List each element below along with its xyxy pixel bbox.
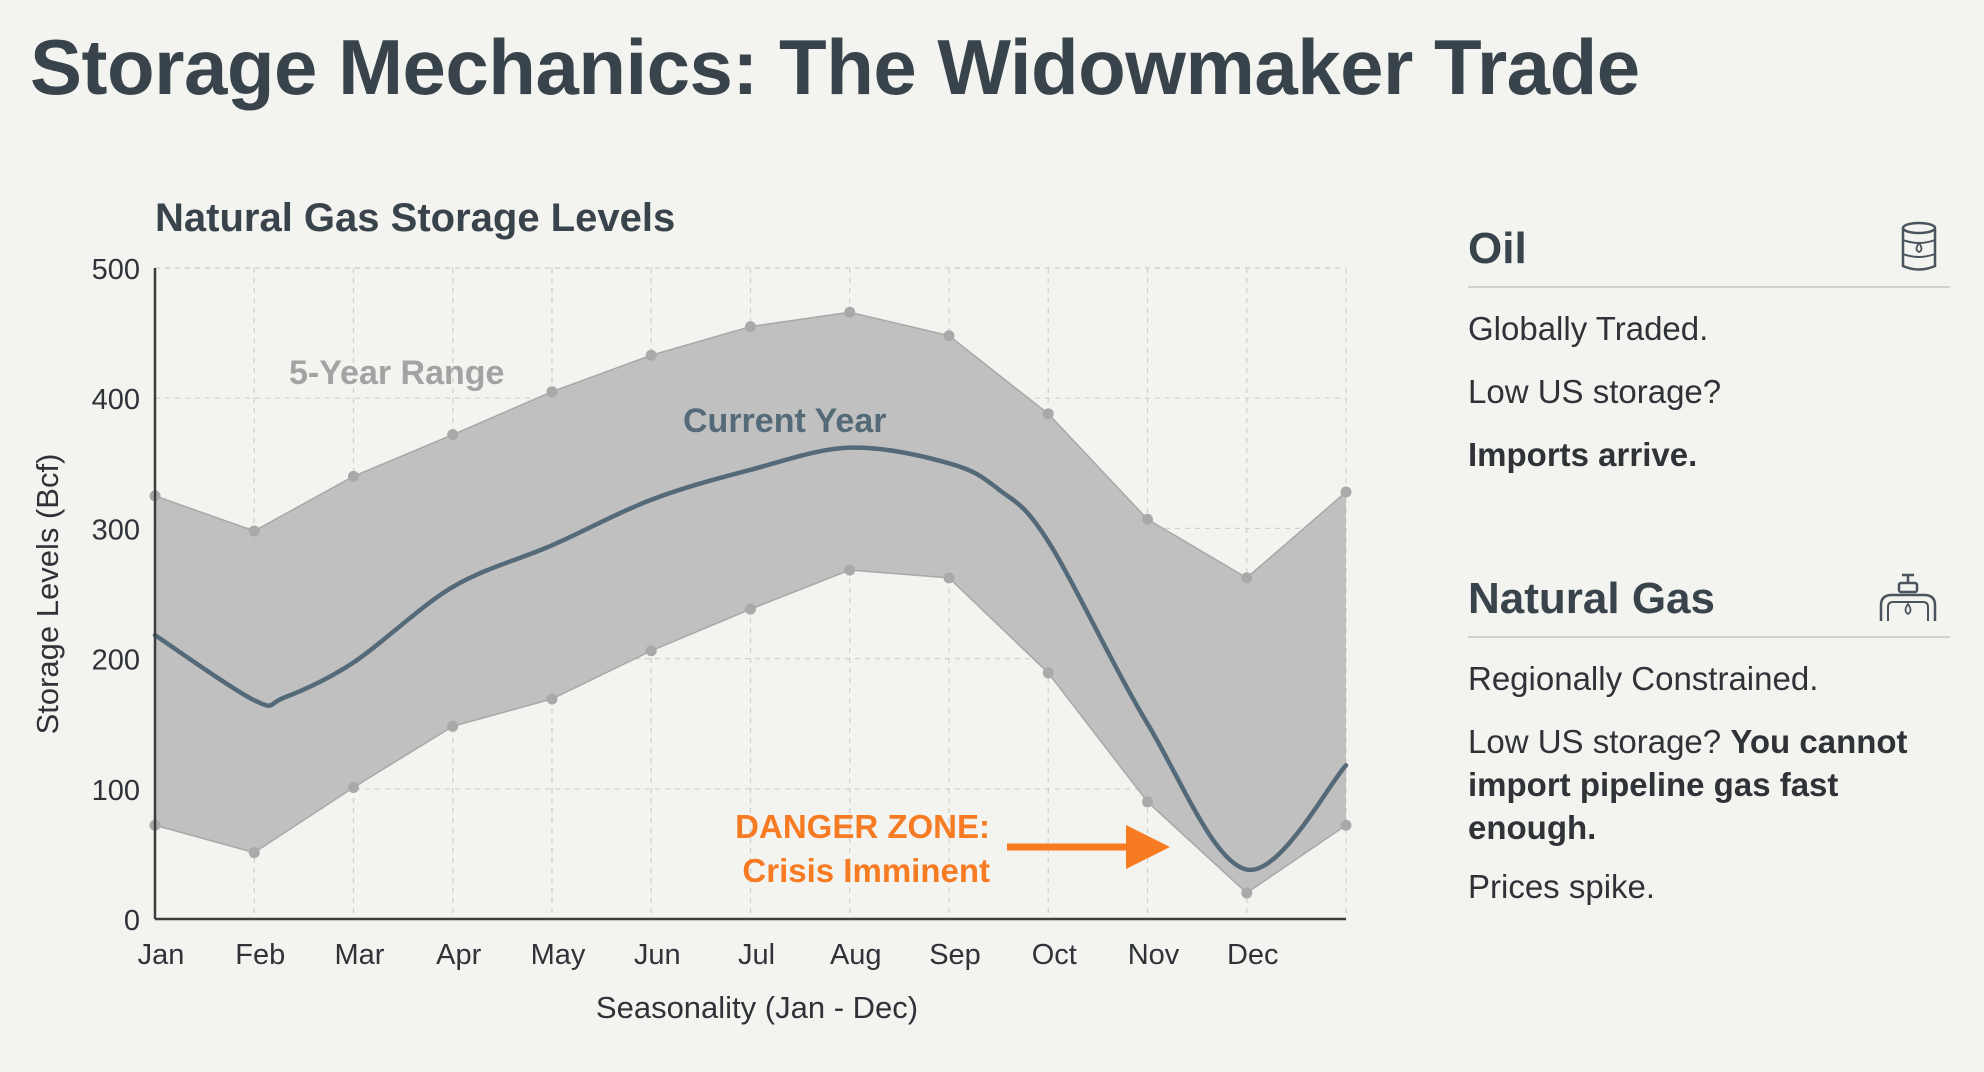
oil-line-3: Imports arrive. (1468, 436, 1698, 473)
x-tick-label: May (531, 939, 586, 971)
gas-line-1: Regionally Constrained. (1468, 660, 1819, 697)
oil-line-1: Globally Traded. (1468, 310, 1709, 347)
five-year-range-band (155, 312, 1346, 893)
range-marker (447, 429, 459, 441)
gas-line-2-bold: You cannot import pipeline gas fast enou… (1468, 723, 1908, 846)
oil-header: Oil (1468, 221, 1950, 288)
oil-line-2: Low US storage? (1468, 373, 1722, 410)
x-tick-label: Mar (335, 939, 385, 971)
gas-title: Natural Gas (1468, 574, 1715, 623)
y-tick-label: 100 (92, 775, 140, 807)
range-marker (1042, 408, 1054, 420)
y-tick-label: 0 (124, 905, 140, 937)
y-tick-label: 400 (92, 384, 140, 416)
range-marker (1241, 572, 1253, 584)
x-tick-label: Feb (235, 939, 285, 971)
range-marker (943, 330, 955, 342)
x-tick-label: Jun (634, 939, 681, 971)
gas-panel: Natural Gas Regionally Constrained. Low … (1468, 572, 1950, 908)
x-tick-label: Jul (738, 939, 775, 971)
chart-title: Natural Gas Storage Levels (155, 196, 676, 240)
oil-barrel-icon (1900, 221, 1938, 278)
range-marker (248, 847, 260, 859)
current-year-label: Current Year (683, 402, 886, 440)
danger-zone-label-line1: DANGER ZONE: (735, 808, 990, 845)
x-tick-label: Sep (929, 939, 981, 971)
chart-annotations: 5-Year Range Current Year DANGER ZONE: Cris… (289, 354, 1170, 889)
gas-line-2: Low US storage? You cannot import pipeli… (1468, 720, 1950, 849)
range-marker (1142, 513, 1153, 525)
range-marker (248, 525, 260, 537)
range-marker (1340, 819, 1352, 831)
range-marker (645, 349, 657, 361)
y-tick-label: 200 (92, 645, 140, 677)
oil-panel: Oil Globally Traded. Low US storage? Imp… (1468, 221, 1950, 476)
gas-valve-icon (1878, 571, 1938, 628)
range-marker (348, 470, 359, 482)
range-marker (546, 386, 558, 398)
range-marker (645, 645, 657, 657)
danger-arrow-head (1126, 825, 1170, 869)
y-tick-label: 300 (92, 514, 140, 546)
x-tick-label: Dec (1227, 939, 1279, 971)
chart-axes (153, 268, 1346, 921)
range-marker (844, 564, 856, 576)
range-marker (1241, 887, 1253, 899)
x-tick-label: Apr (436, 939, 481, 971)
y-axis-label: Storage Levels (Bcf) (30, 454, 65, 735)
range-marker (447, 720, 459, 732)
range-marker (745, 321, 756, 333)
x-tick-label: Aug (830, 939, 882, 971)
storage-chart: 0 100 200 300 400 500 Jan Feb Mar Apr May Jun Jul Aug… (30, 254, 1352, 1025)
x-axis-label: Seasonality (Jan - Dec) (596, 990, 918, 1025)
danger-zone-label-line2: Crisis Imminent (742, 852, 990, 889)
range-marker (348, 781, 359, 793)
current-year-line (152, 445, 1349, 872)
range-marker (844, 306, 856, 318)
range-marker (546, 693, 558, 705)
range-marker (745, 603, 756, 615)
x-tick-label: Jan (138, 939, 185, 971)
page-title: Storage Mechanics: The Widowmaker Trade (30, 23, 1640, 111)
range-marker (1042, 667, 1054, 679)
range-label: 5-Year Range (289, 354, 504, 392)
chart-labels: 0 100 200 300 400 500 Jan Feb Mar Apr May Jun Jul Aug… (30, 254, 1279, 1025)
oil-title: Oil (1468, 224, 1527, 273)
range-marker (1340, 486, 1352, 498)
gas-line-2-lead: Low US storage? (1468, 723, 1722, 760)
range-marker (943, 572, 955, 584)
gas-line-3: Prices spike. (1468, 868, 1656, 905)
y-tick-label: 500 (92, 254, 140, 286)
range-marker (1142, 796, 1153, 808)
gas-header: Natural Gas (1468, 572, 1950, 638)
x-tick-label: Nov (1128, 939, 1180, 971)
x-tick-label: Oct (1032, 939, 1077, 971)
